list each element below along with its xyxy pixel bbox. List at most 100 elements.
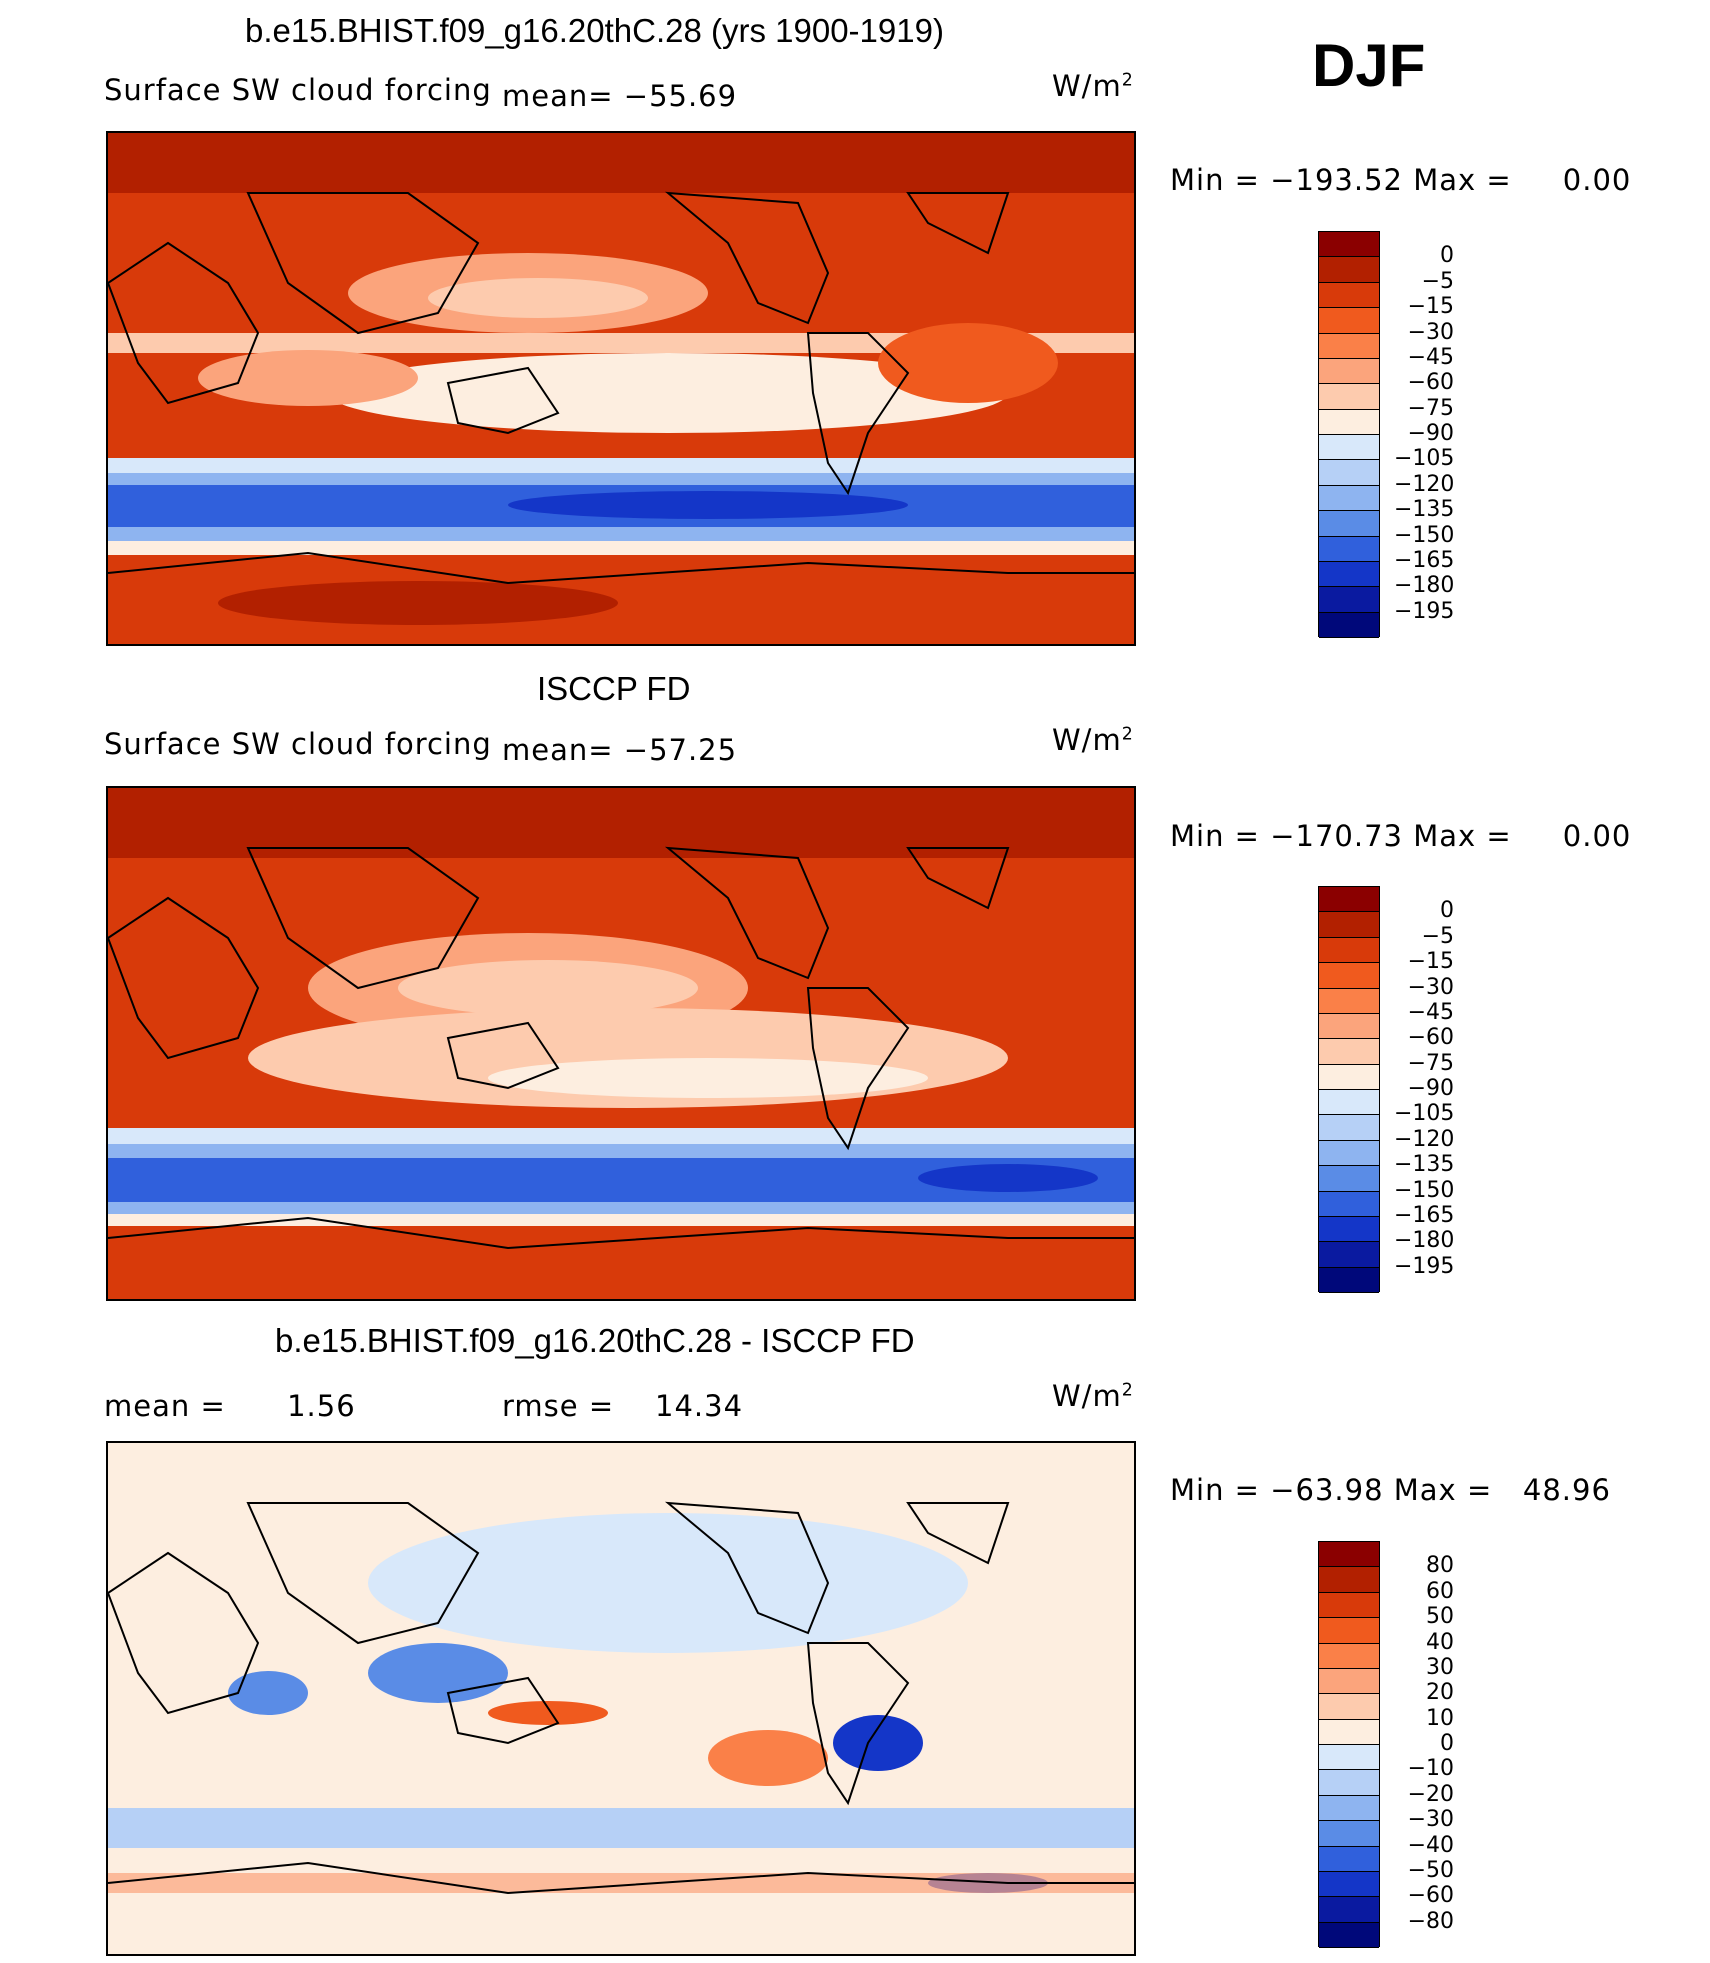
panel3-map-svg — [108, 1443, 1134, 1954]
colorbar-segment — [1319, 1618, 1379, 1644]
colorbar-segment — [1319, 1592, 1379, 1619]
colorbar-label: −60 — [1407, 1883, 1454, 1909]
panel3-mean-value: 1.56 — [287, 1389, 356, 1423]
colorbar-segment — [1319, 1115, 1379, 1141]
panel3-colorbar — [1318, 1541, 1380, 1948]
colorbar-label: −135 — [1394, 497, 1455, 523]
colorbar-label: −60 — [1407, 370, 1454, 396]
panel1-units: W/m2 — [1052, 72, 1134, 101]
colorbar-segment — [1319, 1567, 1379, 1593]
panel2-title: ISCCP FD — [537, 670, 691, 707]
panel1-field-so-4 — [508, 491, 908, 519]
panel2-variable-label: Surface SW cloud forcing — [104, 727, 492, 761]
panel3-field-wpac — [368, 1643, 508, 1703]
panel2-field-so-1 — [108, 1128, 1134, 1144]
colorbar-label: 80 — [1426, 1553, 1454, 1579]
colorbar-label: −40 — [1407, 1832, 1454, 1858]
panel3-field-africa — [228, 1671, 308, 1715]
panel3-field-sepac — [708, 1730, 828, 1786]
colorbar-segment — [1319, 963, 1379, 989]
panel1-field-so-5 — [108, 527, 1134, 541]
colorbar-label: −105 — [1394, 446, 1455, 472]
panel1-field-arctic — [108, 133, 1134, 193]
colorbar-label: −135 — [1394, 1152, 1455, 1178]
panel2-field-arctic — [108, 788, 1134, 858]
panel2-mean-label: mean= — [502, 733, 614, 767]
panel2-min-value: −170.73 — [1270, 819, 1403, 853]
panel2-field-tropics-core — [488, 1058, 928, 1098]
colorbar-label: −30 — [1407, 974, 1454, 1000]
panel3-field-so — [108, 1808, 1134, 1848]
colorbar-label: −180 — [1394, 573, 1455, 599]
colorbar-label: −15 — [1407, 294, 1454, 320]
colorbar-segment — [1319, 1064, 1379, 1090]
panel3-field-cpac — [488, 1701, 608, 1725]
panel1-max-value: 0.00 — [1562, 163, 1632, 197]
panel2-min-max: Min = −170.73 Max = 0.00 — [1170, 819, 1632, 853]
colorbar-segment — [1319, 1242, 1379, 1268]
panel2-field-so-2 — [108, 1144, 1134, 1158]
colorbar-label: −90 — [1407, 1076, 1454, 1101]
panel3-title: b.e15.BHIST.f09_g16.20thC.28 - ISCCP FD — [275, 1322, 915, 1359]
panel3-max-label: Max — [1393, 1473, 1457, 1507]
panel3-field-peru — [833, 1715, 923, 1771]
colorbar-segment — [1319, 1191, 1379, 1217]
panel2-field-ant — [108, 1226, 1134, 1299]
colorbar-label: −45 — [1407, 999, 1454, 1025]
colorbar-label: −120 — [1394, 1126, 1455, 1152]
panel3-units-text: W/m — [1052, 1379, 1122, 1413]
panel2-field-so-4 — [918, 1164, 1098, 1192]
colorbar-label: 0 — [1440, 243, 1454, 269]
colorbar-label: −75 — [1407, 1050, 1454, 1076]
colorbar-label: −165 — [1394, 1202, 1455, 1228]
colorbar-segment — [1319, 1542, 1379, 1568]
colorbar-label: −150 — [1394, 522, 1455, 548]
colorbar-segment — [1319, 1140, 1379, 1167]
colorbar-label: −105 — [1394, 1101, 1455, 1127]
colorbar-label: −15 — [1407, 949, 1454, 975]
panel2-units: W/m2 — [1052, 726, 1134, 755]
panel3-coastlines — [108, 1501, 1134, 1895]
colorbar-segment — [1319, 358, 1379, 385]
season-label: DJF — [1312, 32, 1426, 99]
panel3-units: W/m2 — [1052, 1382, 1134, 1411]
colorbar-segment — [1319, 561, 1379, 588]
panel3-rmse-label: rmse = — [502, 1389, 615, 1423]
panel1-colorbar — [1318, 231, 1380, 638]
colorbar-segment — [1319, 1922, 1379, 1948]
colorbar-segment — [1319, 1846, 1379, 1872]
panel3-max-value: 48.96 — [1522, 1473, 1611, 1507]
colorbar-segment — [1319, 282, 1379, 309]
colorbar-segment — [1319, 1694, 1379, 1720]
panel1-units-exp: 2 — [1121, 70, 1134, 91]
colorbar-segment — [1319, 435, 1379, 461]
colorbar-segment — [1319, 1090, 1379, 1116]
colorbar-segment — [1319, 511, 1379, 537]
colorbar-segment — [1319, 232, 1379, 258]
panel2-coastlines — [108, 846, 1134, 1250]
panel1-field-ant-core — [218, 581, 618, 625]
panel3-rmse: rmse = 14.34 — [502, 1392, 743, 1421]
colorbar-label: −10 — [1407, 1756, 1454, 1782]
panel3-units-exp: 2 — [1121, 1380, 1134, 1401]
panel1-field-npac-core — [428, 278, 648, 318]
panel1-min-label: Min — [1170, 163, 1225, 197]
panel1-mean-value: −55.69 — [623, 79, 738, 113]
panel2-max-value: 0.00 — [1562, 819, 1632, 853]
colorbar-label: 40 — [1426, 1629, 1454, 1655]
colorbar-segment — [1319, 1871, 1379, 1898]
panel3-min-label: Min — [1170, 1473, 1225, 1507]
panel1-title: b.e15.BHIST.f09_g16.20thC.28 (yrs 1900-1… — [245, 12, 944, 49]
colorbar-segment — [1319, 1795, 1379, 1822]
colorbar-label: 0 — [1440, 1731, 1454, 1756]
colorbar-segment — [1319, 612, 1379, 638]
colorbar-label: −30 — [1407, 1807, 1454, 1833]
colorbar-segment — [1319, 1039, 1379, 1065]
colorbar-label: −120 — [1394, 471, 1455, 497]
colorbar-segment — [1319, 409, 1379, 435]
panel3-min-max: Min = −63.98 Max = 48.96 — [1170, 1473, 1611, 1507]
panel2-max-label: Max — [1413, 819, 1477, 853]
colorbar-segment — [1319, 333, 1379, 359]
panel2-field-so-5 — [108, 1202, 1134, 1214]
panel2-map — [106, 786, 1136, 1301]
